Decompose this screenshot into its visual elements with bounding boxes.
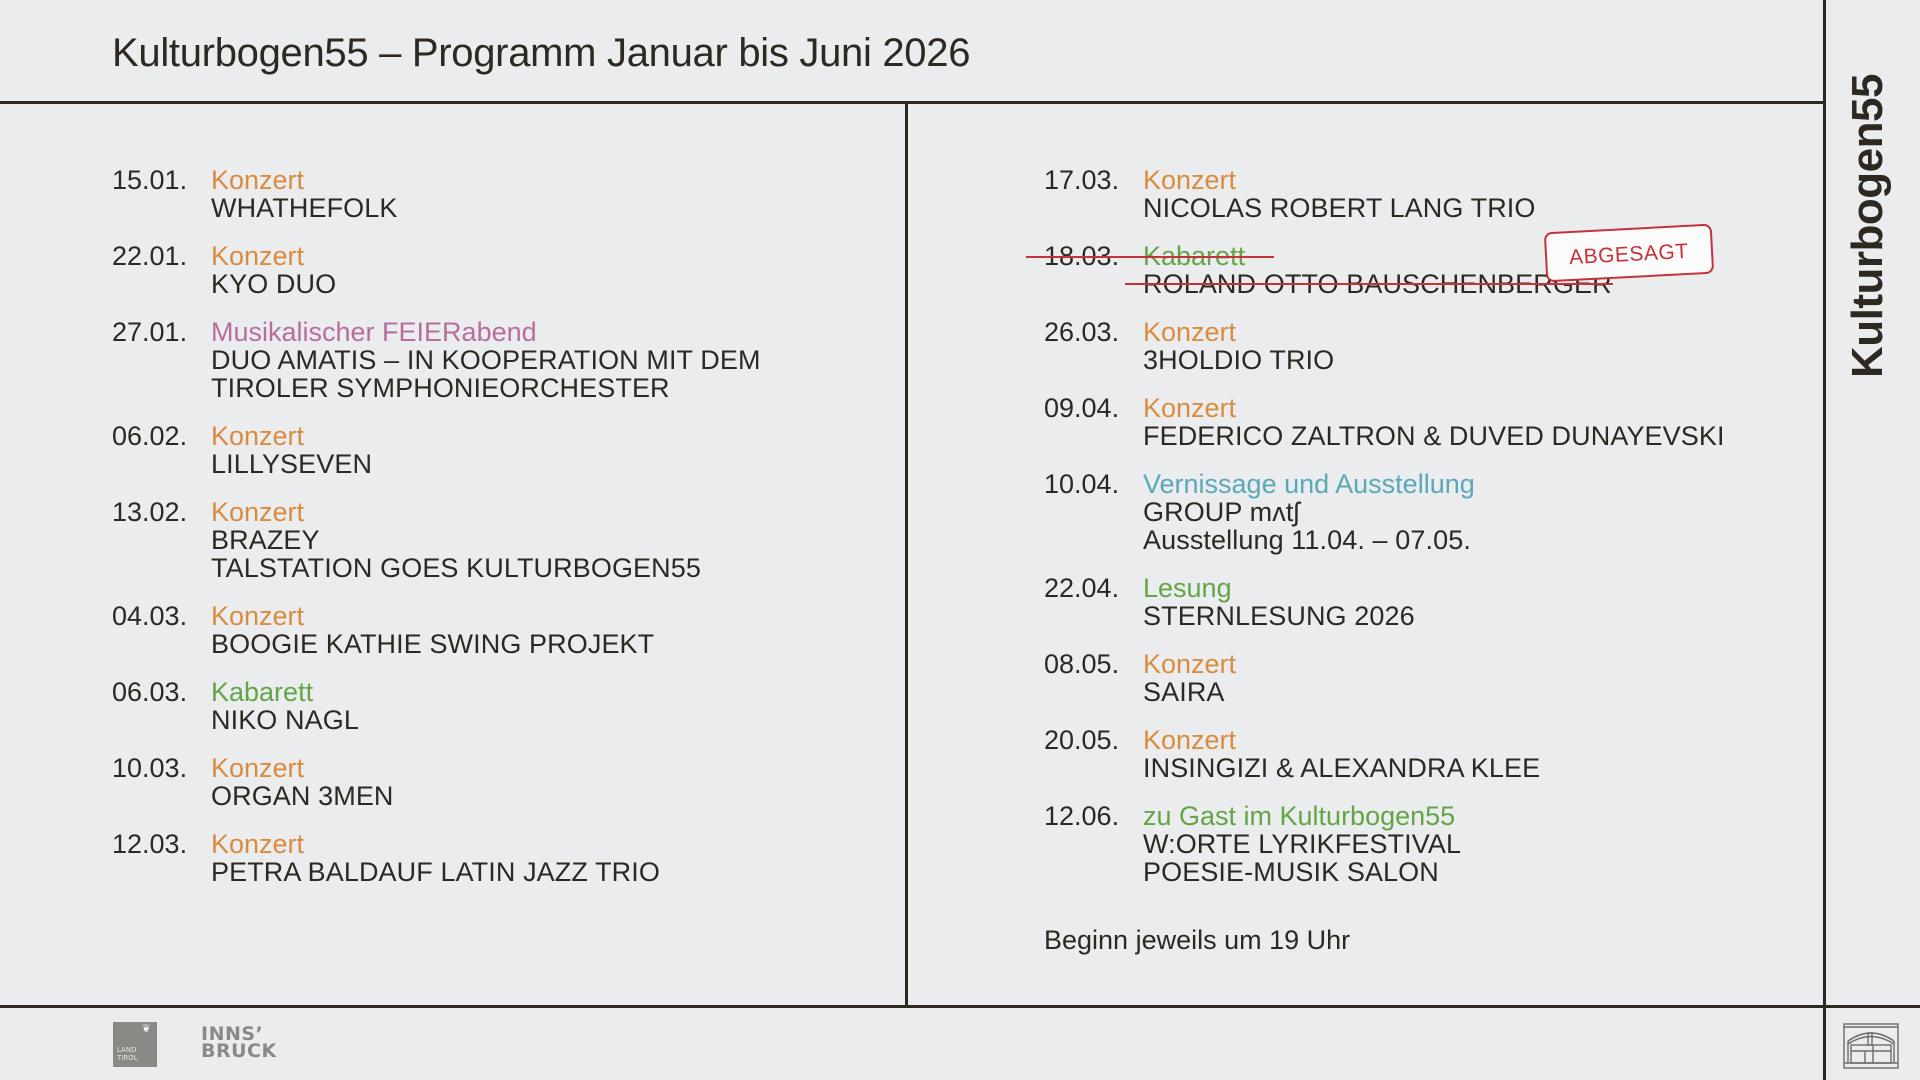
event-category: Konzert bbox=[211, 421, 305, 451]
event-category: Konzert bbox=[1143, 165, 1237, 195]
event-entry: 22.01. Konzert KYO DUO bbox=[112, 242, 761, 298]
event-date: 12.06. bbox=[1044, 801, 1120, 831]
logo-text: INNS’ bbox=[201, 1023, 264, 1045]
event-title: WHATHEFOLK bbox=[211, 193, 398, 223]
event-title: DUO AMATIS – IN KOOPERATION MIT DEM bbox=[211, 345, 761, 375]
event-category: Konzert bbox=[1143, 317, 1237, 347]
event-category: Vernissage und Ausstellung bbox=[1143, 469, 1475, 499]
logo-text: TIROL bbox=[117, 1054, 138, 1062]
event-title: 3HOLDIO TRIO bbox=[1143, 345, 1335, 375]
event-entry: 10.03. Konzert ORGAN 3MEN bbox=[112, 754, 761, 810]
cancel-strike-line bbox=[1026, 256, 1274, 258]
event-title: NICOLAS ROBERT LANG TRIO bbox=[1143, 193, 1536, 223]
event-date: 27.01. bbox=[112, 317, 188, 347]
event-entry: 10.04. Vernissage und Ausstellung GROUP m… bbox=[1044, 470, 1725, 554]
event-entry: 04.03. Konzert BOOGIE KATHIE SWING PROJEK… bbox=[112, 602, 761, 658]
event-category: Konzert bbox=[211, 601, 305, 631]
event-date: 10.03. bbox=[112, 753, 188, 783]
event-entry: 17.03. Konzert NICOLAS ROBERT LANG TRIO bbox=[1044, 166, 1725, 222]
event-date: 22.04. bbox=[1044, 573, 1120, 603]
event-date: 09.04. bbox=[1044, 393, 1120, 423]
event-category: Konzert bbox=[211, 497, 305, 527]
footer-divider bbox=[0, 1005, 1920, 1008]
event-date: 06.02. bbox=[112, 421, 188, 451]
eagle-icon: ❦ bbox=[141, 1022, 151, 1035]
event-date: 06.03. bbox=[112, 677, 188, 707]
logo-text: LAND bbox=[117, 1046, 137, 1054]
event-title: TIROLER SYMPHONIEORCHESTER bbox=[211, 373, 670, 403]
event-category: Konzert bbox=[211, 165, 305, 195]
event-entry: 26.03. Konzert 3HOLDIO TRIO bbox=[1044, 318, 1725, 374]
logo-text: BRUCK bbox=[201, 1040, 277, 1062]
event-entry: 22.04. Lesung STERNLESUNG 2026 bbox=[1044, 574, 1725, 630]
building-arch-icon bbox=[1843, 1023, 1899, 1069]
event-title: PETRA BALDAUF LATIN JAZZ TRIO bbox=[211, 857, 660, 887]
header-divider bbox=[0, 101, 1824, 104]
event-date: 18.03. bbox=[1044, 241, 1120, 271]
innsbruck-logo: INNS’ BRUCK bbox=[201, 1023, 277, 1062]
event-subtitle: Ausstellung 11.04. – 07.05. bbox=[1143, 525, 1471, 555]
event-entry: 09.04. Konzert FEDERICO ZALTRON & DUVED D… bbox=[1044, 394, 1725, 450]
event-category: zu Gast im Kulturbogen55 bbox=[1143, 801, 1456, 831]
event-category: Konzert bbox=[1143, 725, 1237, 755]
sidebar-divider bbox=[1823, 0, 1826, 1080]
event-date: 04.03. bbox=[112, 601, 188, 631]
event-title: ORGAN 3MEN bbox=[211, 781, 394, 811]
event-entry: 27.01. Musikalischer FEIERabend DUO AMATI… bbox=[112, 318, 761, 402]
event-title: FEDERICO ZALTRON & DUVED DUNAYEVSKI bbox=[1143, 421, 1725, 451]
event-title: INSINGIZI & ALEXANDRA KLEE bbox=[1143, 753, 1541, 783]
event-entry: 12.06. zu Gast im Kulturbogen55 W:ORTE LY… bbox=[1044, 802, 1725, 886]
event-title: LILLYSEVEN bbox=[211, 449, 373, 479]
event-title: NIKO NAGL bbox=[211, 705, 359, 735]
event-title: W:ORTE LYRIKFESTIVAL bbox=[1143, 829, 1462, 859]
event-title: GROUP mʌtʃ bbox=[1143, 497, 1300, 527]
event-category: Konzert bbox=[1143, 393, 1237, 423]
event-date: 15.01. bbox=[112, 165, 188, 195]
event-category: Musikalischer FEIERabend bbox=[211, 317, 537, 347]
event-title: POESIE-MUSIK SALON bbox=[1143, 857, 1439, 887]
event-title: BOOGIE KATHIE SWING PROJEKT bbox=[211, 629, 655, 659]
event-date: 10.04. bbox=[1044, 469, 1120, 499]
event-entry: 20.05. Konzert INSINGIZI & ALEXANDRA KLEE bbox=[1044, 726, 1725, 782]
start-time-note: Beginn jeweils um 19 Uhr bbox=[1044, 925, 1351, 955]
event-entry: 06.02. Konzert LILLYSEVEN bbox=[112, 422, 761, 478]
page-title: Kulturbogen55 – Programm Januar bis Juni… bbox=[112, 31, 971, 75]
cancel-strike-line bbox=[1125, 283, 1613, 285]
event-date: 08.05. bbox=[1044, 649, 1120, 679]
event-title: KYO DUO bbox=[211, 269, 337, 299]
event-entry: 13.02. Konzert BRAZEY TALSTATION GOES KULT… bbox=[112, 498, 761, 582]
sidebar-brand: Kulturbogen55 bbox=[1843, 74, 1892, 378]
event-title: BRAZEY bbox=[211, 525, 320, 555]
event-entry: 08.05. Konzert SAIRA bbox=[1044, 650, 1725, 706]
event-title: SAIRA bbox=[1143, 677, 1225, 707]
event-entry: 12.03. Konzert PETRA BALDAUF LATIN JAZZ T… bbox=[112, 830, 761, 886]
event-category: Konzert bbox=[211, 829, 305, 859]
event-category: Konzert bbox=[211, 753, 305, 783]
event-entry: 06.03. Kabarett NIKO NAGL bbox=[112, 678, 761, 734]
event-date: 12.03. bbox=[112, 829, 188, 859]
event-category: Kabarett bbox=[211, 677, 314, 707]
event-date: 17.03. bbox=[1044, 165, 1120, 195]
event-title: STERNLESUNG 2026 bbox=[1143, 601, 1415, 631]
event-date: 26.03. bbox=[1044, 317, 1120, 347]
program-column-left: 15.01. Konzert WHATHEFOLK 22.01. Konzert K… bbox=[112, 166, 761, 906]
event-date: 22.01. bbox=[112, 241, 188, 271]
column-divider bbox=[905, 101, 908, 1008]
event-category: Konzert bbox=[211, 241, 305, 271]
event-date: 13.02. bbox=[112, 497, 188, 527]
cancelled-stamp: ABGESAGT bbox=[1543, 223, 1714, 283]
event-category: Lesung bbox=[1143, 573, 1232, 603]
event-category: Konzert bbox=[1143, 649, 1237, 679]
event-title: TALSTATION GOES KULTURBOGEN55 bbox=[211, 553, 701, 583]
event-date: 20.05. bbox=[1044, 725, 1120, 755]
land-tirol-logo: ❦ LAND TIROL bbox=[113, 1022, 157, 1067]
event-entry: 15.01. Konzert WHATHEFOLK bbox=[112, 166, 761, 222]
